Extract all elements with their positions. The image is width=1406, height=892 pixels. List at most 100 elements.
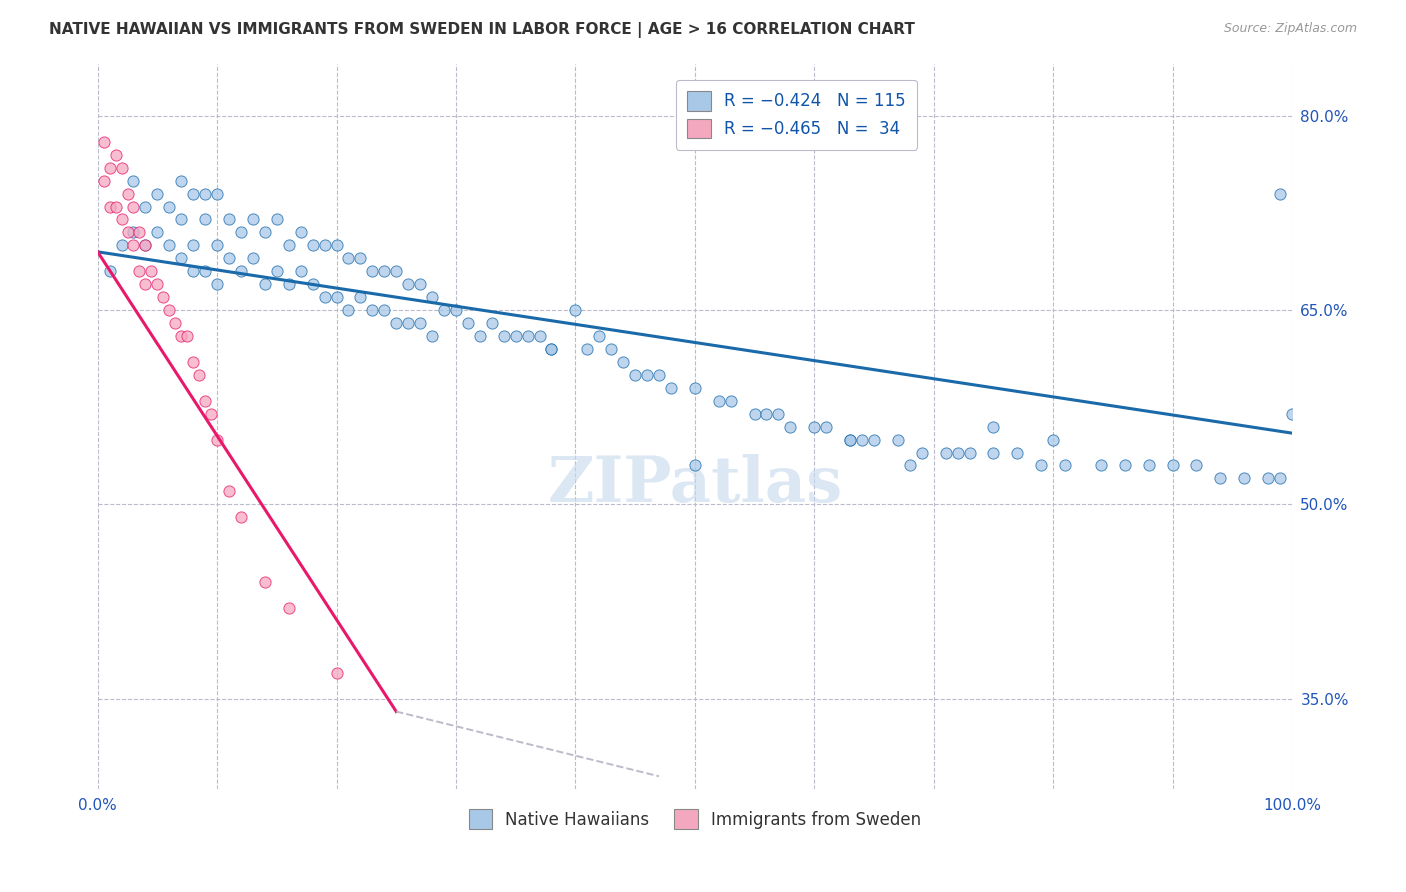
Point xyxy=(122,200,145,214)
Point xyxy=(768,407,790,421)
Point xyxy=(277,601,299,615)
Point xyxy=(1137,458,1160,473)
Point xyxy=(373,303,395,318)
Point xyxy=(1209,471,1232,485)
Point xyxy=(266,212,288,227)
Point xyxy=(659,381,682,395)
Point xyxy=(529,329,551,343)
Point xyxy=(134,200,156,214)
Point xyxy=(385,316,408,330)
Point xyxy=(290,264,312,278)
Point xyxy=(117,186,139,201)
Point xyxy=(325,238,347,252)
Point xyxy=(277,277,299,292)
Point xyxy=(110,161,132,175)
Point xyxy=(409,277,432,292)
Point xyxy=(188,368,211,382)
Point xyxy=(194,212,217,227)
Point xyxy=(839,433,862,447)
Point xyxy=(314,290,336,304)
Point xyxy=(803,419,825,434)
Point xyxy=(1185,458,1208,473)
Point xyxy=(253,277,276,292)
Point xyxy=(588,329,610,343)
Point xyxy=(253,226,276,240)
Point xyxy=(194,393,217,408)
Point xyxy=(409,316,432,330)
Point xyxy=(152,290,174,304)
Point xyxy=(205,433,228,447)
Point xyxy=(624,368,647,382)
Point xyxy=(564,303,586,318)
Point xyxy=(93,173,115,187)
Point xyxy=(157,303,180,318)
Point xyxy=(122,226,145,240)
Point xyxy=(157,238,180,252)
Text: ZIPatlas: ZIPatlas xyxy=(547,454,842,516)
Point xyxy=(349,252,371,266)
Point xyxy=(157,200,180,214)
Point xyxy=(983,445,1005,459)
Point xyxy=(1257,471,1279,485)
Point xyxy=(396,277,419,292)
Point xyxy=(104,200,127,214)
Point xyxy=(468,329,491,343)
Point xyxy=(301,238,323,252)
Point xyxy=(839,433,862,447)
Point xyxy=(218,212,240,227)
Point xyxy=(887,433,910,447)
Point xyxy=(170,252,193,266)
Point xyxy=(481,316,503,330)
Point xyxy=(396,316,419,330)
Point xyxy=(181,355,204,369)
Point xyxy=(959,445,981,459)
Legend: Native Hawaiians, Immigrants from Sweden: Native Hawaiians, Immigrants from Sweden xyxy=(461,803,928,835)
Point xyxy=(1031,458,1053,473)
Text: NATIVE HAWAIIAN VS IMMIGRANTS FROM SWEDEN IN LABOR FORCE | AGE > 16 CORRELATION : NATIVE HAWAIIAN VS IMMIGRANTS FROM SWEDE… xyxy=(49,22,915,38)
Point xyxy=(636,368,658,382)
Point xyxy=(911,445,934,459)
Point xyxy=(444,303,467,318)
Point xyxy=(170,212,193,227)
Point xyxy=(935,445,957,459)
Point xyxy=(1268,186,1291,201)
Point xyxy=(337,303,360,318)
Point xyxy=(755,407,778,421)
Point xyxy=(205,186,228,201)
Point xyxy=(946,445,969,459)
Point xyxy=(457,316,479,330)
Point xyxy=(194,186,217,201)
Point xyxy=(600,342,623,356)
Point xyxy=(229,264,252,278)
Point xyxy=(1281,407,1303,421)
Point xyxy=(1007,445,1029,459)
Point xyxy=(277,238,299,252)
Point xyxy=(98,264,121,278)
Point xyxy=(540,342,562,356)
Point xyxy=(134,277,156,292)
Point xyxy=(93,135,115,149)
Point xyxy=(253,575,276,590)
Point xyxy=(181,264,204,278)
Point xyxy=(301,277,323,292)
Point xyxy=(361,264,384,278)
Point xyxy=(218,252,240,266)
Point xyxy=(1268,471,1291,485)
Point xyxy=(98,161,121,175)
Point xyxy=(1161,458,1184,473)
Point xyxy=(516,329,538,343)
Point xyxy=(433,303,456,318)
Point xyxy=(576,342,599,356)
Point xyxy=(110,212,132,227)
Point xyxy=(744,407,766,421)
Point xyxy=(128,264,150,278)
Point xyxy=(104,147,127,161)
Point xyxy=(110,238,132,252)
Point xyxy=(194,264,217,278)
Point xyxy=(361,303,384,318)
Point xyxy=(229,226,252,240)
Point xyxy=(117,226,139,240)
Point xyxy=(851,433,873,447)
Point xyxy=(648,368,671,382)
Point xyxy=(314,238,336,252)
